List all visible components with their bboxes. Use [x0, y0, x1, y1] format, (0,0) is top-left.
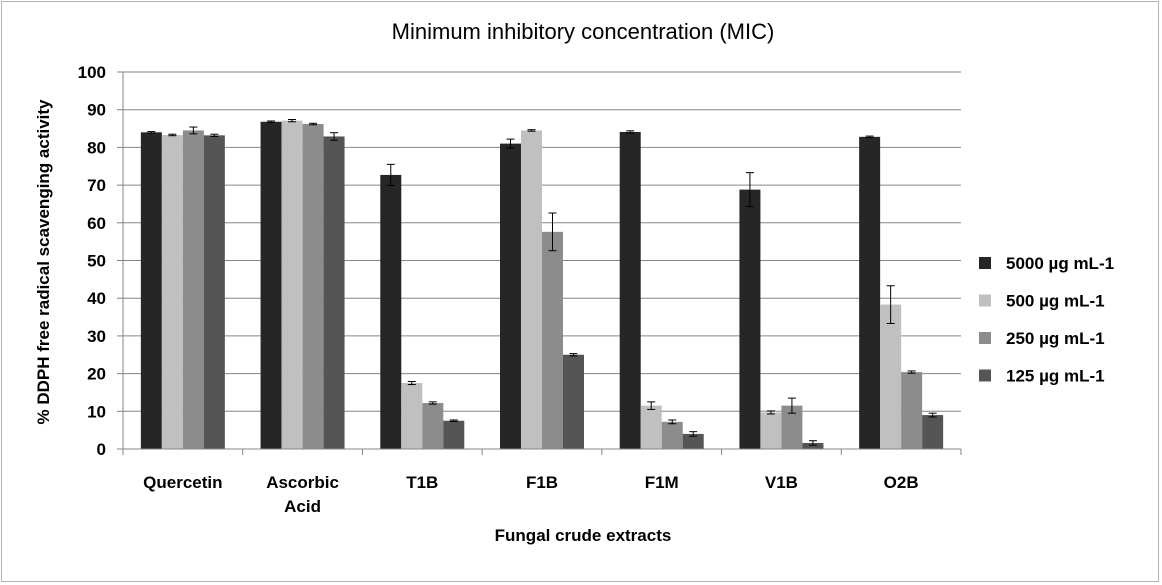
x-tick-label: Ascorbic	[266, 473, 339, 492]
bar	[922, 415, 944, 449]
error-bar	[745, 172, 754, 208]
x-tick-label: O2B	[884, 473, 919, 492]
error-bar	[330, 132, 339, 141]
bar	[661, 421, 683, 449]
bar	[182, 130, 204, 449]
legend-swatch	[979, 369, 991, 382]
bars	[140, 119, 944, 450]
error-bar	[668, 419, 677, 425]
error-bar	[647, 401, 656, 410]
bar	[760, 412, 782, 449]
bar	[521, 130, 542, 449]
bar	[781, 405, 803, 449]
bar	[281, 120, 303, 450]
error-bar	[210, 133, 219, 137]
legend-label: 125 µg mL-1	[1006, 367, 1105, 386]
error-bar	[907, 370, 916, 374]
error-bar	[147, 131, 156, 134]
x-axis: Quercetin Ascorbic Acid T1B F1B F1M V1B O2B	[122, 448, 962, 516]
bar	[323, 136, 345, 450]
error-bar	[569, 353, 578, 357]
bar	[260, 121, 282, 449]
x-tick-label: Quercetin	[143, 473, 222, 492]
error-bar	[288, 119, 297, 123]
error-bar	[407, 381, 416, 386]
bar	[500, 143, 521, 449]
error-bar	[626, 130, 635, 134]
x-tick-label: T1B	[406, 473, 438, 492]
bar	[542, 231, 563, 449]
error-bar	[527, 129, 536, 132]
error-bar	[808, 440, 817, 446]
bar	[161, 134, 183, 450]
bar	[640, 405, 662, 449]
error-bar	[766, 410, 775, 415]
y-axis: 0 10 20 30 40 50 60 70 80 90 100	[78, 63, 124, 459]
y-tick-label: 20	[87, 365, 106, 384]
error-bar	[689, 431, 698, 437]
bar	[619, 131, 641, 449]
error-bar	[189, 126, 198, 135]
error-bar	[309, 122, 318, 126]
x-axis-label: Fungal crude extracts	[495, 526, 672, 545]
chart-title: Minimum inhibitory concentration (MIC)	[392, 19, 775, 44]
error-bar	[386, 163, 395, 186]
x-tick-label: F1B	[526, 473, 558, 492]
bar	[140, 132, 162, 449]
y-tick-label: 100	[78, 63, 106, 82]
bar	[443, 420, 465, 449]
y-tick-label: 70	[87, 176, 106, 195]
y-tick-label: 10	[87, 402, 106, 421]
y-tick-label: 40	[87, 289, 106, 308]
bar	[563, 354, 584, 449]
x-tick-label: Acid	[284, 497, 321, 516]
bar	[302, 124, 324, 449]
y-tick-label: 30	[87, 327, 106, 346]
bar	[901, 372, 923, 449]
y-tick-label: 60	[87, 214, 106, 233]
bar	[203, 135, 225, 449]
legend-swatch	[979, 257, 991, 269]
y-tick-label: 90	[87, 101, 106, 120]
error-bar	[865, 135, 874, 139]
y-tick-label: 50	[87, 252, 106, 271]
bar	[422, 403, 444, 449]
legend: 5000 µg mL-1 500 µg mL-1 250 µg mL-1 125 µg…	[979, 254, 1114, 386]
bar	[401, 383, 423, 449]
legend-label: 5000 µg mL-1	[1006, 254, 1114, 273]
legend-label: 250 µg mL-1	[1006, 329, 1105, 348]
error-bar	[787, 397, 796, 414]
x-tick-label: F1M	[645, 473, 679, 492]
bar	[380, 174, 402, 449]
y-tick-label: 0	[97, 440, 106, 459]
bar	[859, 136, 881, 449]
error-bar	[168, 133, 177, 137]
error-bar	[506, 138, 515, 149]
bar	[802, 442, 824, 449]
legend-label: 500 µg mL-1	[1006, 292, 1105, 311]
legend-swatch	[979, 294, 991, 307]
error-bar	[928, 412, 937, 418]
error-bar	[449, 419, 458, 422]
legend-swatch	[979, 332, 991, 344]
bar	[739, 189, 761, 449]
bar	[682, 433, 704, 449]
error-bar	[548, 212, 557, 252]
error-bar	[886, 285, 895, 324]
x-tick-label: V1B	[765, 473, 798, 492]
bar	[880, 304, 902, 449]
y-axis-label: % DDPH free radical scavenging activity	[34, 99, 53, 425]
error-bar	[267, 120, 276, 124]
y-tick-label: 80	[87, 138, 106, 157]
error-bar	[428, 401, 437, 405]
